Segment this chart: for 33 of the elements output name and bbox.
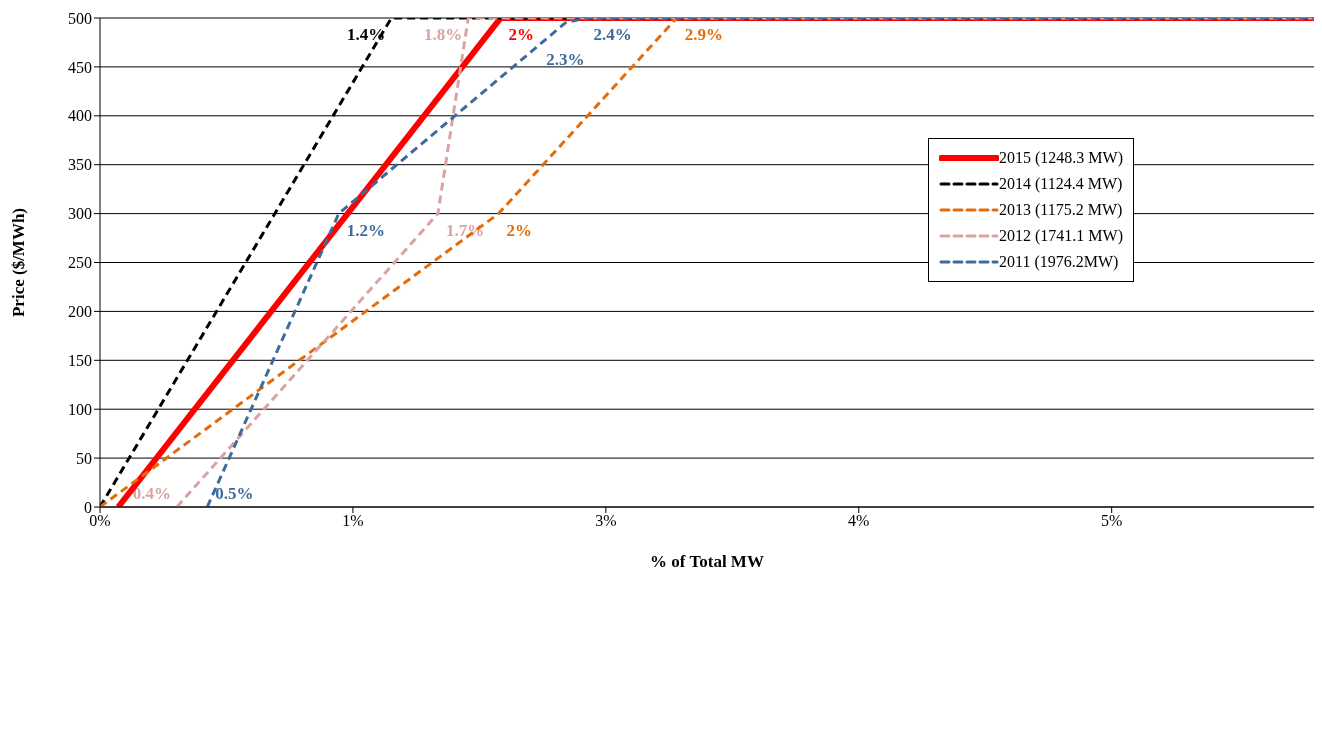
legend-label: 2014 (1124.4 MW) <box>999 175 1123 193</box>
annotation: 1.2% <box>346 220 385 240</box>
y-tick-label: 400 <box>68 107 92 125</box>
annotation: 2% <box>508 25 535 44</box>
annotation: 0.5% <box>215 484 254 503</box>
x-tick-label: 3% <box>595 512 617 530</box>
annotation: 2.3% <box>546 49 585 69</box>
annotation: 2.4% <box>593 25 632 44</box>
y-tick-label: 500 <box>68 9 92 27</box>
legend-label: 2012 (1741.1 MW) <box>999 227 1123 245</box>
y-tick-label: 100 <box>68 400 92 418</box>
y-tick-label: 250 <box>68 254 92 272</box>
x-tick-label: 4% <box>848 512 870 530</box>
annotation: 1.4% <box>347 25 386 44</box>
y-tick-label: 300 <box>68 205 92 223</box>
annotation: 2.9% <box>684 25 723 44</box>
x-tick-label: 5% <box>1101 512 1123 530</box>
y-tick-label: 0 <box>84 498 92 516</box>
y-axis-title: Price ($/MWh) <box>9 207 29 318</box>
y-tick-label: 200 <box>68 303 92 321</box>
y-tick-label: 350 <box>68 156 92 174</box>
y-tick-label: 150 <box>68 351 92 369</box>
annotation: 0.4% <box>132 484 171 503</box>
legend-label: 2013 (1175.2 MW) <box>999 201 1123 219</box>
x-tick-label: 0% <box>89 512 111 530</box>
legend-label: 2015 (1248.3 MW) <box>999 149 1123 167</box>
annotation: 1.8% <box>424 25 463 44</box>
x-axis-title: % of Total MW <box>650 552 764 571</box>
y-tick-label: 50 <box>76 449 92 467</box>
annotation: 2% <box>506 220 533 240</box>
y-tick-label: 450 <box>68 58 92 76</box>
x-tick-label: 1% <box>342 512 364 530</box>
legend-label: 2011 (1976.2MW) <box>999 253 1119 271</box>
